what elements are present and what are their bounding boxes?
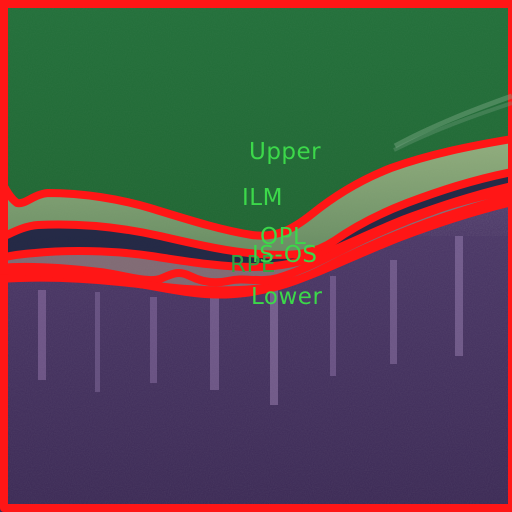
vertical-shadow-streaks (38, 236, 463, 405)
label-rpe: RPE (230, 252, 276, 278)
label-ilm: ILM (242, 185, 283, 211)
lower-boundary-line-2 (0, 193, 512, 299)
label-lower: Lower (251, 284, 322, 310)
label-is-os: IS-OS (252, 242, 318, 268)
upper-bright-streak (393, 93, 512, 149)
upper-boundary-line (0, 135, 512, 240)
label-opl: OPL (260, 224, 306, 250)
upper-region-grain (0, 0, 512, 236)
outer-retina-band (0, 186, 512, 291)
label-upper: Upper (249, 139, 321, 165)
rpe-boundary-line (0, 186, 512, 287)
upper-bright-streak-2 (393, 101, 512, 152)
inner-plexiform-dark-band (0, 172, 512, 267)
opl-boundary-line (0, 168, 512, 259)
